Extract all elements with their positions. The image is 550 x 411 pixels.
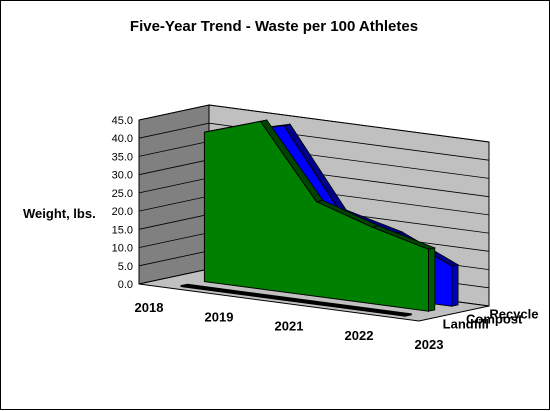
y-tick-label: 20.0: [112, 206, 133, 218]
chart-title: Five-Year Trend - Waste per 100 Athletes: [130, 18, 418, 35]
y-axis-label: Weight, lbs.: [23, 206, 96, 221]
y-tick-label: 5.0: [118, 261, 133, 273]
series-end-compost: [429, 248, 435, 311]
series-end-recycle: [452, 265, 458, 306]
category-label-2023: 2023: [415, 337, 444, 352]
y-tick-label: 40.0: [112, 133, 133, 145]
category-label-2018: 2018: [135, 300, 164, 315]
y-tick-label: 45.0: [112, 115, 133, 127]
side-wall: [139, 105, 209, 284]
y-axis-ticks: 0.0 5.0 10.0 15.0 20.0 25.0 30.0 35.0 40.0 45.0: [112, 115, 133, 291]
y-tick-label: 30.0: [112, 170, 133, 182]
category-label-2022: 2022: [345, 328, 374, 343]
y-tick-label: 10.0: [112, 243, 133, 255]
series-label-landfill: Landfill: [443, 317, 489, 332]
y-tick-label: 35.0: [112, 151, 133, 163]
y-tick-label: 0.0: [118, 279, 133, 291]
category-label-2019: 2019: [205, 309, 234, 324]
y-tick-label: 25.0: [112, 188, 133, 200]
y-tick-label: 15.0: [112, 224, 133, 236]
category-label-2021: 2021: [275, 319, 304, 334]
